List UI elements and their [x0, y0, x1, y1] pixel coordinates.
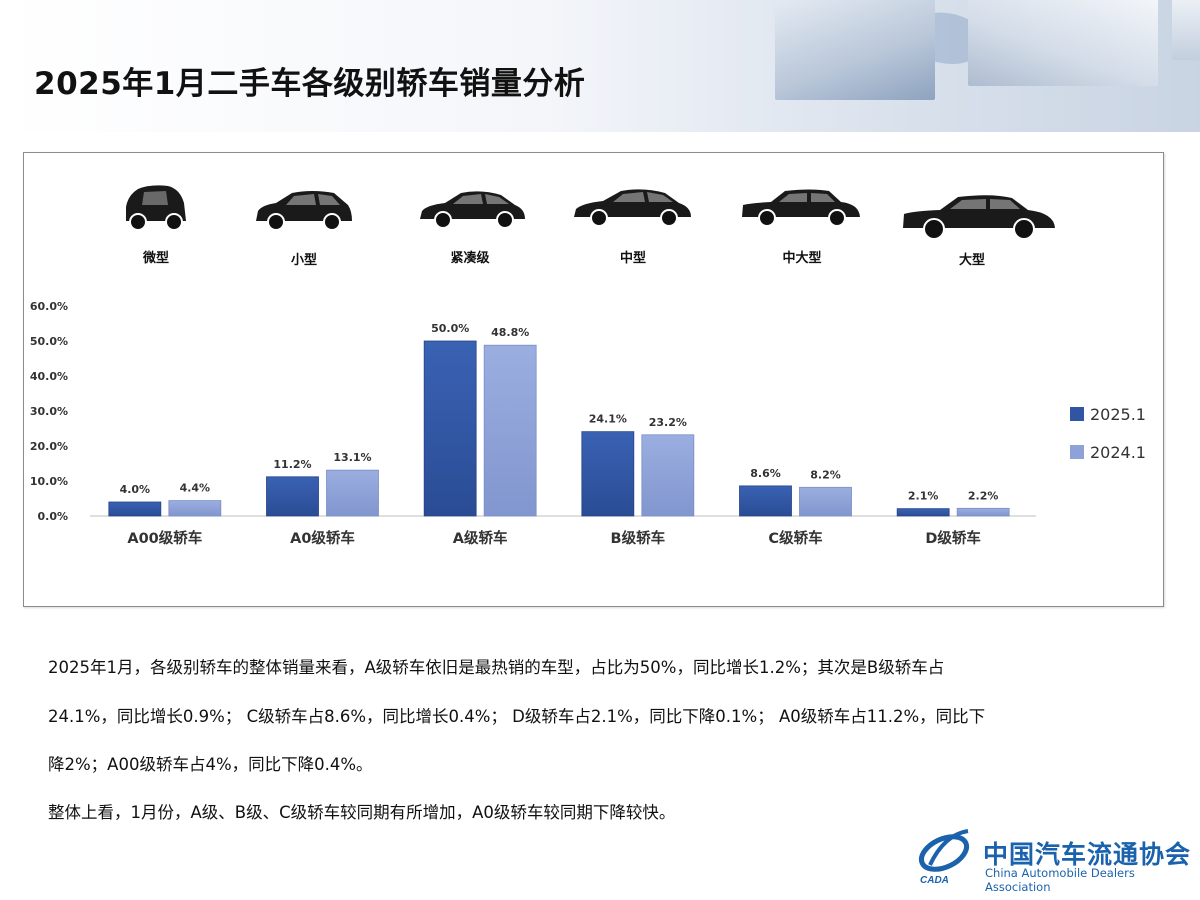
analysis-summary: 整体上看，1月份，A级、B级、C级轿车较同期有所增加，A0级轿车较同期下降较快。: [48, 803, 676, 822]
bar-2025-1: [896, 508, 950, 517]
bar-data-label: 2.2%: [968, 489, 999, 502]
legend-swatch: [1070, 407, 1084, 421]
decorative-cube: [968, 0, 1158, 86]
chart-panel: 微型 小型 紧凑级 中型 中大型 大型 0.0% 10.0% 20.0% 30.0% 4…: [23, 152, 1164, 607]
bar-2025-1: [108, 501, 162, 517]
logo-name-cn: 中国汽车流通协会: [983, 840, 1192, 869]
bar-2024-1: [168, 500, 222, 517]
bar-data-label: 8.6%: [750, 467, 781, 480]
x-category-label: A00级轿车: [127, 529, 202, 547]
legend-label: 2024.1: [1090, 443, 1146, 462]
header-banner: [0, 0, 1200, 132]
bar-2024-1: [641, 434, 695, 517]
car-type-label-compact: 紧凑级: [450, 251, 490, 266]
x-category-label: A级轿车: [453, 529, 508, 547]
bar-data-label: 23.2%: [649, 416, 687, 429]
hatchback-icon: [256, 191, 352, 231]
x-category-label: C级轿车: [768, 529, 822, 547]
bar-data-label: 4.4%: [180, 482, 211, 495]
bar-data-label: 2.1%: [908, 490, 939, 503]
cada-logo: CADA: [918, 829, 970, 886]
bar-data-label: 50.0%: [431, 322, 469, 335]
large-sedan-icon: [742, 189, 860, 227]
bar-2025-1: [266, 476, 319, 517]
x-category-label: A0级轿车: [290, 529, 355, 547]
x-category-label: D级轿车: [925, 529, 981, 547]
bar-2024-1: [956, 507, 1010, 517]
bar-data-label: 11.2%: [273, 458, 311, 471]
bar-data-label: 48.8%: [491, 326, 529, 339]
bar-data-label: 4.0%: [120, 483, 151, 496]
car-type-label-large: 中大型: [782, 251, 822, 266]
bar-data-label: 24.1%: [589, 413, 627, 426]
bar-2025-1: [581, 431, 635, 517]
decorative-cube: [1172, 0, 1200, 60]
car-type-label-small: 小型: [290, 253, 317, 268]
y-tick-label: 40.0%: [30, 370, 68, 383]
logo-name-en: China Automobile Dealers Association: [985, 866, 1135, 894]
page-title: 2025年1月二手车各级别轿车销量分析: [34, 66, 586, 102]
compact-sedan-icon: [420, 191, 525, 229]
legend-swatch: [1070, 445, 1084, 459]
bar-2024-1: [483, 344, 537, 517]
y-tick-label: 50.0%: [30, 335, 68, 348]
midsize-sedan-icon: [574, 189, 691, 227]
bar-2024-1: [799, 486, 852, 517]
y-tick-label: 20.0%: [30, 440, 68, 453]
bar-2025-1: [739, 485, 792, 517]
bar-2025-1: [423, 340, 477, 517]
full-size-sedan-icon: [903, 195, 1055, 240]
microcar-icon: [126, 185, 186, 231]
analysis-paragraph-1: 2025年1月，各级别轿车的整体销量来看，A级轿车依旧是最热销的车型，占比为50…: [48, 658, 945, 677]
decorative-cube: [775, 0, 935, 100]
car-type-label-fullsize: 大型: [958, 253, 985, 268]
analysis-paragraph-2: 24.1%，同比增长0.9%； C级轿车占8.6%，同比增长0.4%； D级轿车…: [48, 707, 986, 726]
analysis-paragraph-3: 降2%；A00级轿车占4%，同比下降0.4%。: [48, 755, 373, 774]
y-tick-label: 10.0%: [30, 475, 68, 488]
y-tick-label: 60.0%: [30, 300, 68, 313]
bar-data-label: 8.2%: [810, 468, 841, 481]
logo-mark-text: CADA: [920, 875, 949, 886]
car-type-label-micro: 微型: [142, 251, 169, 266]
car-type-label-midsize: 中型: [619, 251, 646, 266]
bar-data-label: 13.1%: [333, 451, 371, 464]
bar-chart: 0.0% 10.0% 20.0% 30.0% 40.0% 50.0% 60.0% 4.0% 4.…: [30, 300, 1146, 547]
x-category-label: B级轿车: [611, 529, 666, 547]
y-tick-label: 0.0%: [37, 510, 68, 523]
y-tick-label: 30.0%: [30, 405, 68, 418]
legend-label: 2025.1: [1090, 405, 1146, 424]
bar-2024-1: [326, 469, 379, 517]
